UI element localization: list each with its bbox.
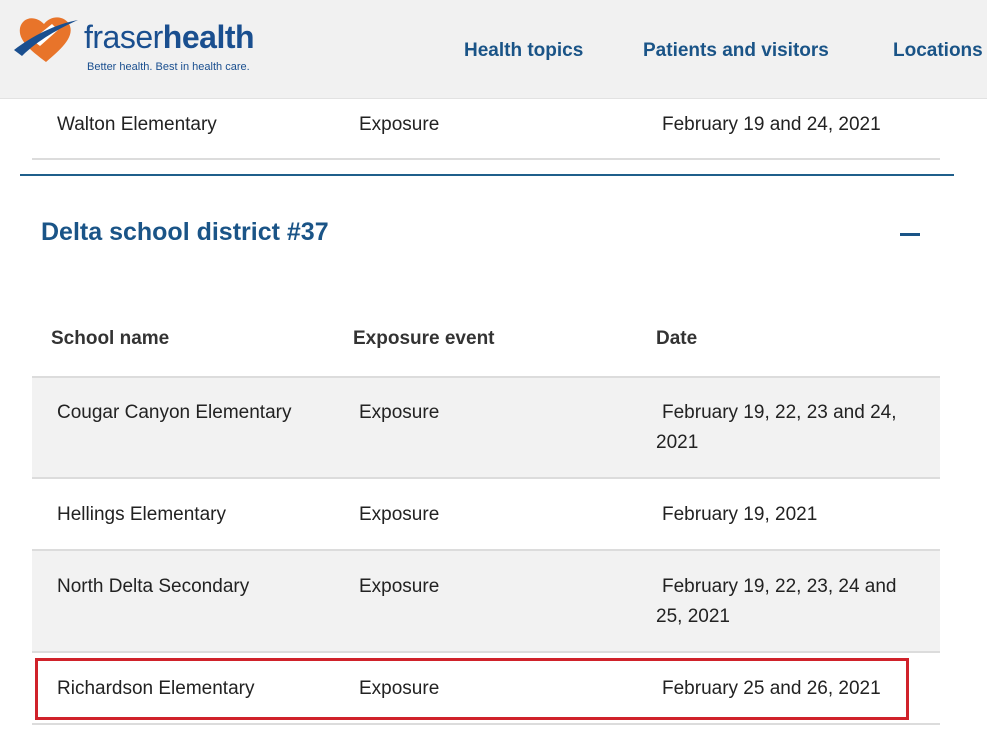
nav-health-topics[interactable]: Health topics — [464, 40, 584, 61]
table-row: Cougar Canyon Elementary Exposure Februa… — [32, 378, 940, 479]
nav-patients-and-visitors[interactable]: Patients and visitors — [643, 40, 829, 61]
section-title[interactable]: Delta school district #37 — [41, 218, 329, 246]
exposure-event-cell: Exposure — [359, 402, 440, 423]
column-header-school-name: School name — [51, 328, 170, 349]
column-header-exposure-event: Exposure event — [353, 328, 495, 349]
school-name-cell: Richardson Elementary — [57, 678, 255, 699]
minus-icon[interactable] — [900, 233, 920, 236]
heart-logo-icon — [14, 17, 78, 63]
table-row: North Delta Secondary Exposure February … — [32, 551, 940, 653]
logo-tagline: Better health. Best in health care. — [87, 61, 250, 73]
column-header-date: Date — [656, 328, 698, 349]
date-cell: February 19, 22, 23 and 24, 2021 — [656, 402, 897, 453]
date-cell: February 19, 2021 — [662, 504, 818, 525]
table-row: Richardson Elementary Exposure February … — [32, 653, 940, 725]
fraser-health-logo[interactable]: fraserhealth Better health. Best in heal… — [12, 10, 255, 80]
school-name-cell: North Delta Secondary — [57, 576, 250, 597]
site-header: fraserhealth Better health. Best in heal… — [0, 0, 987, 99]
school-name-cell: Walton Elementary — [57, 114, 217, 135]
main-nav: Health topics Patients and visitors Loca… — [0, 40, 987, 64]
school-name-cell: Hellings Elementary — [57, 504, 226, 525]
date-cell: February 19, 22, 23, 24 and 25, 2021 — [656, 576, 897, 627]
date-cell: February 19 and 24, 2021 — [662, 114, 881, 135]
school-name-cell: Cougar Canyon Elementary — [57, 402, 292, 423]
exposure-event-cell: Exposure — [359, 576, 440, 597]
logo-wordmark: fraserhealth — [84, 19, 255, 55]
exposure-event-cell: Exposure — [359, 504, 440, 525]
table-row: Hellings Elementary Exposure February 19… — [32, 479, 940, 551]
table-header: School name Exposure event Date — [32, 326, 940, 378]
date-cell: February 25 and 26, 2021 — [662, 678, 881, 699]
table-row: Walton Elementary Exposure February 19 a… — [32, 98, 940, 160]
nav-locations[interactable]: Locations — [893, 40, 983, 61]
section-divider — [20, 174, 954, 176]
exposure-event-cell: Exposure — [359, 678, 440, 699]
exposure-event-cell: Exposure — [359, 114, 440, 135]
